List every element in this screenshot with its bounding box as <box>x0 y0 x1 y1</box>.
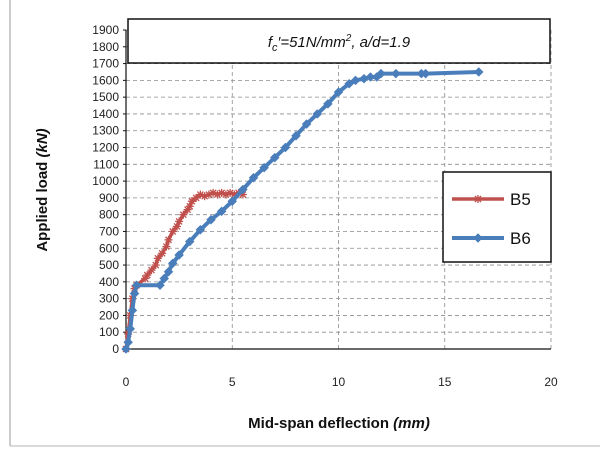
legend-item-b5: B5 <box>452 190 531 209</box>
data-point-b6 <box>127 305 138 316</box>
y-tick-label: 1300 <box>92 124 119 138</box>
data-point-b6 <box>344 78 354 89</box>
data-point-b5 <box>147 266 156 275</box>
title-part-ad: , a/d=1.9 <box>351 34 410 51</box>
data-point-b6 <box>312 109 323 119</box>
y-tick-label: 400 <box>99 275 119 289</box>
data-point-b6 <box>206 214 216 225</box>
y-axis-title-main: Applied load <box>34 158 51 252</box>
y-tick-labels: 0 100 200 300 400 500 600 700 800 900 1000 1100 1200… <box>92 23 126 356</box>
y-axis-title-unit: (kN) <box>34 128 51 157</box>
legend: B5 B6 <box>452 190 531 248</box>
x-axis-title: Mid-span deflection (mm) <box>248 415 430 432</box>
data-point-b6 <box>174 250 184 260</box>
series-layer <box>121 67 484 354</box>
data-point-b6 <box>291 130 301 141</box>
data-point-b6 <box>123 337 133 348</box>
y-tick-label: 1600 <box>92 73 119 87</box>
y-tick-label: 900 <box>99 191 119 205</box>
legend-label: B6 <box>510 229 531 248</box>
y-tick-label: 200 <box>99 308 119 322</box>
chart-title: fc′=51N/mm2, a/d=1.9 <box>268 33 411 54</box>
data-point-b6 <box>333 87 344 97</box>
title-part-sub-c: c <box>272 42 278 54</box>
data-point-b6 <box>365 72 376 82</box>
title-part-sup-2: 2 <box>345 33 352 44</box>
data-point-b6 <box>125 323 136 334</box>
data-point-b6 <box>391 68 401 79</box>
series-b5 <box>122 188 247 353</box>
y-axis-title: Applied load (kN) <box>34 128 51 251</box>
data-point-b6 <box>131 280 142 291</box>
x-tick-label: 10 <box>332 375 346 389</box>
data-point-b6 <box>163 266 174 277</box>
data-point-b6 <box>323 99 333 109</box>
series-b6 <box>121 67 484 354</box>
data-point-b6 <box>420 68 431 79</box>
y-tick-label: 300 <box>99 292 119 306</box>
data-point-b6 <box>301 119 312 129</box>
data-point-b6 <box>238 184 248 195</box>
data-point-b6 <box>155 280 165 291</box>
series-line-b6 <box>124 69 479 350</box>
data-point-b6 <box>269 152 280 163</box>
y-tick-label: 1100 <box>93 157 119 171</box>
data-point-b6 <box>280 142 291 153</box>
chart-title-box <box>127 18 551 64</box>
y-tick-label: 800 <box>99 208 119 222</box>
data-point-b5 <box>151 261 160 270</box>
y-tick-label: 1900 <box>92 23 119 37</box>
legend-item-b6: B6 <box>452 229 531 248</box>
y-tick-label: 1800 <box>92 40 119 54</box>
data-point-b6 <box>259 162 269 173</box>
data-point-b6 <box>350 75 361 86</box>
data-point-b5 <box>162 242 171 251</box>
y-tick-label: 1700 <box>92 57 119 71</box>
x-tick-label: 0 <box>123 375 130 389</box>
x-tick-label: 20 <box>544 375 558 389</box>
x-axis-title-unit: (mm) <box>393 415 430 432</box>
title-part-f: f <box>268 34 274 51</box>
y-tick-label: 1500 <box>92 90 119 104</box>
legend-swatch-marker <box>473 233 483 243</box>
data-point-b5 <box>158 249 167 258</box>
data-point-b6 <box>159 273 170 284</box>
x-tick-label: 15 <box>438 375 452 389</box>
data-point-b6 <box>167 258 178 269</box>
data-point-b6 <box>195 224 206 235</box>
data-point-b6 <box>248 172 259 183</box>
data-point-b5 <box>164 235 173 244</box>
y-tick-label: 1200 <box>92 141 119 155</box>
y-tick-label: 600 <box>99 241 119 255</box>
y-tick-label: 700 <box>99 224 119 238</box>
y-tick-label: 100 <box>99 325 119 339</box>
title-part-value: ′=51N/mm <box>278 34 346 51</box>
x-tick-labels: 0 5 10 15 20 <box>123 375 558 389</box>
data-point-b6 <box>129 288 140 299</box>
data-point-b6 <box>216 206 227 217</box>
data-point-b6 <box>184 236 195 247</box>
data-point-b6 <box>473 67 484 77</box>
data-point-b6 <box>376 68 386 79</box>
y-tick-label: 1000 <box>92 174 119 188</box>
y-tick-label: 1400 <box>92 107 119 121</box>
legend-swatch-marker <box>474 195 482 203</box>
y-tick-label: 500 <box>99 258 119 272</box>
x-tick-label: 5 <box>229 375 236 389</box>
data-point-b5 <box>175 217 184 226</box>
legend-label: B5 <box>510 190 531 209</box>
x-axis-title-main: Mid-span deflection <box>248 415 393 432</box>
y-tick-label: 0 <box>112 342 119 356</box>
legend-box <box>442 171 552 263</box>
data-point-b6 <box>227 196 238 207</box>
